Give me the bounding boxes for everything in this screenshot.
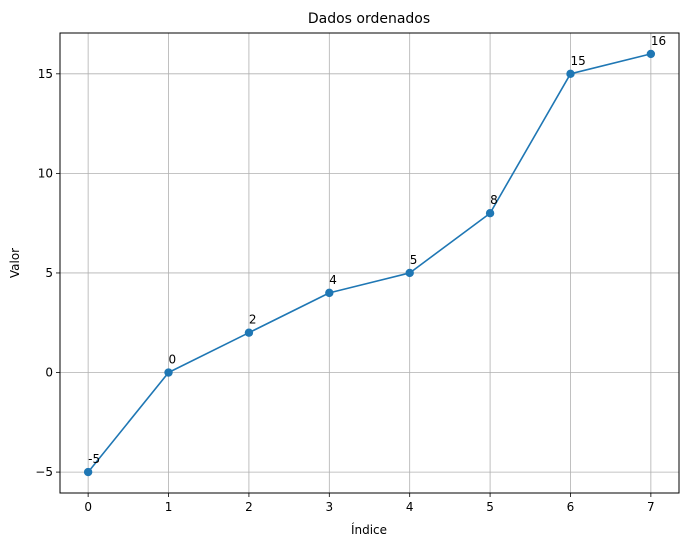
plot-frame	[59, 32, 680, 494]
y-tick-label: −5	[35, 465, 53, 479]
y-tick-label: 5	[45, 266, 53, 280]
series-line-layer	[87, 53, 652, 473]
y-tick-label: 10	[38, 166, 53, 180]
data-label: 8	[490, 193, 498, 207]
x-tick-label: 4	[406, 500, 414, 514]
x-tick-label: 0	[84, 500, 92, 514]
data-label: 2	[249, 313, 257, 327]
data-point	[164, 368, 173, 377]
data-point	[405, 268, 414, 278]
data-point	[566, 69, 575, 79]
x-tick-label: 2	[245, 500, 253, 514]
x-tick-label: 5	[486, 500, 494, 514]
y-tick-label: 0	[45, 366, 53, 380]
y-tick-label: 15	[38, 67, 53, 81]
data-point	[485, 209, 495, 218]
x-tick-label: 3	[325, 500, 333, 514]
x-tick-label: 7	[647, 500, 655, 514]
data-point	[325, 288, 334, 298]
data-point	[83, 467, 93, 477]
data-labels: -5 0 2 4 5 8 15 16	[88, 34, 666, 466]
data-label: 0	[169, 353, 177, 367]
data-point	[646, 49, 656, 59]
data-label: 5	[410, 253, 418, 267]
chart-title: Dados ordenados	[308, 11, 430, 27]
data-label: 4	[329, 273, 337, 287]
series-line	[87, 53, 652, 473]
x-axis-label: Índice	[351, 522, 387, 537]
x-ticks: 0 1 2 3 4 5 6 7	[84, 493, 655, 514]
x-tick-label: 6	[567, 500, 575, 514]
data-point	[244, 328, 254, 337]
y-ticks: −5 0 5 10 15	[35, 67, 60, 479]
x-tick-label: 1	[165, 500, 173, 514]
data-label: -5	[88, 452, 100, 466]
grid	[60, 33, 679, 493]
data-label: 16	[651, 34, 666, 48]
data-label: 15	[570, 54, 585, 68]
markers	[83, 49, 656, 477]
y-axis-label: Valor	[8, 248, 22, 278]
